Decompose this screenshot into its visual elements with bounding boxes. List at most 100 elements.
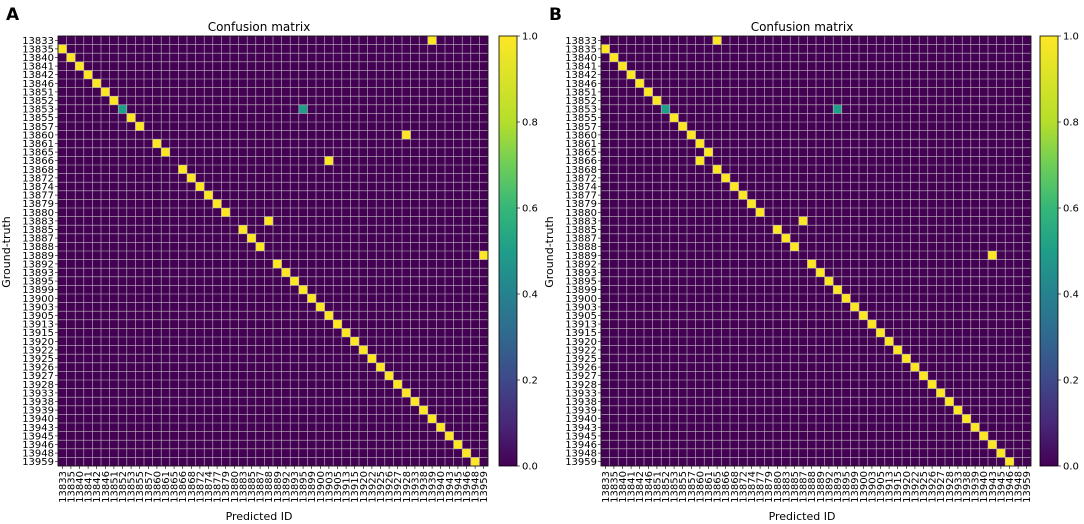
y-tick-label: 13899: [22, 285, 54, 296]
x-tick-label: 13887: [799, 471, 810, 503]
heatmap-cell: [919, 371, 928, 380]
heatmap-cell: [816, 268, 825, 277]
y-tick-label: 13926: [565, 363, 597, 374]
x-tick-label: 13946: [462, 471, 473, 503]
panel-b-colorbar-gradient: [1039, 35, 1059, 467]
y-tick-label: 13945: [565, 431, 597, 442]
heatmap-cell: [712, 165, 722, 174]
y-tick-label: 13915: [22, 328, 54, 339]
heatmap-cell: [307, 294, 316, 303]
y-tick-label: 13940: [565, 414, 597, 425]
heatmap-cell: [298, 285, 308, 294]
y-tick-label: 13842: [22, 70, 54, 81]
heatmap-cell: [644, 87, 653, 97]
x-tick-label: 13840: [618, 471, 629, 503]
heatmap-cell: [747, 199, 756, 208]
heatmap-cell: [979, 431, 988, 441]
panel-b-row-labels: 1383313835138401384113842138461385113852…: [565, 36, 601, 468]
x-tick-label: 13857: [687, 471, 698, 503]
y-tick-label: 13880: [565, 208, 597, 219]
heatmap-cell: [384, 371, 394, 380]
heatmap-cell: [730, 182, 739, 191]
y-tick-label: 13887: [22, 234, 54, 245]
y-tick-label: 13922: [565, 345, 597, 356]
panel-a-ylabel: Ground-truth: [0, 216, 13, 288]
x-tick-label: 13879: [764, 471, 775, 503]
x-tick-label: 13926: [928, 471, 939, 503]
y-tick-label: 13852: [22, 96, 54, 107]
y-tick-label: 13874: [22, 182, 54, 193]
x-tick-label: 13905: [333, 471, 344, 503]
x-tick-label: 13900: [859, 471, 870, 503]
x-tick-label: 13943: [445, 471, 456, 503]
y-tick-label: 13877: [22, 191, 54, 202]
heatmap-cell: [996, 448, 1006, 458]
y-tick-label: 13833: [565, 36, 597, 47]
y-tick-label: 13948: [565, 449, 597, 460]
x-tick-label: 13922: [910, 471, 921, 503]
x-tick-label: 13885: [790, 471, 801, 503]
x-tick-label: 13893: [290, 471, 301, 503]
x-tick-label: 13855: [678, 471, 689, 503]
x-tick-label: 13833: [58, 471, 69, 503]
y-tick-label: 13928: [22, 380, 54, 391]
y-tick-label: 13959: [22, 457, 54, 468]
heatmap-cell: [893, 345, 902, 355]
y-tick-label: 13903: [565, 302, 597, 313]
y-tick-label: 13892: [565, 259, 597, 270]
heatmap-cell: [152, 139, 162, 148]
panel-a-row-labels: 1383313835138401384113842138461385113852…: [22, 36, 58, 468]
y-tick-label: 13852: [565, 96, 597, 107]
heatmap-cell: [75, 61, 84, 71]
heatmap-cell: [470, 457, 480, 466]
colorbar-tick-label: 0.6: [522, 204, 538, 215]
x-tick-label: 13895: [299, 471, 310, 503]
heatmap-cell: [798, 216, 808, 226]
x-tick-label: 13903: [867, 471, 878, 503]
y-tick-label: 13883: [565, 216, 597, 227]
y-tick-label: 13846: [22, 79, 54, 90]
heatmap-cell: [101, 87, 110, 97]
heatmap-cell: [436, 423, 445, 432]
heatmap-cell: [445, 431, 454, 441]
x-tick-label: 13851: [652, 471, 663, 503]
heatmap-cell: [264, 216, 273, 226]
colorbar-tick-label: 1.0: [1063, 32, 1079, 43]
heatmap-cell: [341, 328, 351, 337]
heatmap-cell: [618, 61, 627, 71]
y-tick-label: 13938: [22, 397, 54, 408]
heatmap-cell: [807, 259, 816, 269]
x-tick-label: 13928: [945, 471, 956, 503]
heatmap-cell: [118, 104, 127, 114]
x-tick-label: 13857: [144, 471, 155, 503]
x-tick-label: 13855: [135, 471, 146, 503]
heatmap-cell: [601, 44, 610, 54]
heatmap-cell: [867, 319, 877, 329]
y-tick-label: 13851: [565, 87, 597, 98]
heatmap-cell: [678, 122, 687, 131]
heatmap-cell: [298, 104, 308, 114]
y-tick-label: 13926: [22, 363, 54, 374]
y-tick-label: 13841: [22, 62, 54, 73]
colorbar-tick-label: 0.0: [1063, 462, 1079, 473]
heatmap-cell: [833, 285, 842, 294]
y-tick-label: 13855: [22, 113, 54, 124]
heatmap-cell: [135, 122, 144, 131]
y-tick-label: 13861: [565, 139, 597, 150]
heatmap-cell: [850, 302, 859, 312]
x-tick-label: 13842: [635, 471, 646, 503]
colorbar-tick-label: 0.4: [1063, 290, 1079, 301]
x-tick-label: 13877: [756, 471, 767, 503]
heatmap-cell: [988, 440, 997, 449]
x-tick-label: 13872: [738, 471, 749, 503]
panel-b-heatmap: [600, 35, 1032, 467]
colorbar-tick-label: 0.4: [522, 290, 538, 301]
y-tick-label: 13883: [22, 216, 54, 227]
heatmap-cell: [427, 414, 437, 423]
heatmap-cell: [212, 199, 222, 208]
x-tick-label: 13880: [773, 471, 784, 503]
x-tick-label: 13928: [402, 471, 413, 503]
y-tick-label: 13889: [565, 251, 597, 262]
x-tick-label: 13933: [953, 471, 964, 503]
panel-b-title: Confusion matrix: [751, 20, 854, 34]
